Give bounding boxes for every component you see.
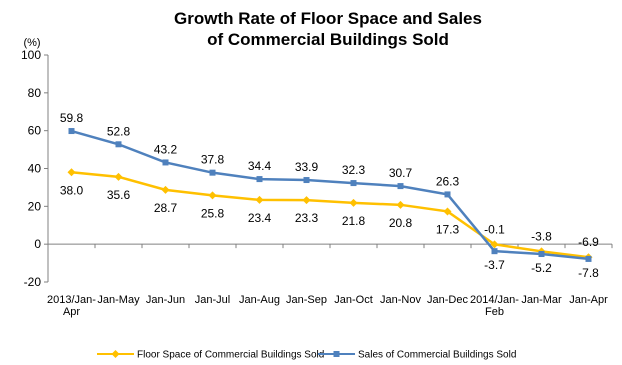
legend-label-0: Floor Space of Commercial Buildings Sold <box>137 350 324 361</box>
sales-data-label: 37.8 <box>201 153 225 167</box>
series-0-point <box>161 185 170 194</box>
floor-data-label: 23.3 <box>295 211 319 225</box>
sales-data-label: 59.8 <box>60 111 84 125</box>
sales-data-label: 34.4 <box>248 159 272 173</box>
series-1-point <box>397 183 404 190</box>
series-1-point <box>350 180 357 187</box>
floor-data-label: -0.1 <box>484 222 505 236</box>
series-0-point <box>443 207 452 216</box>
chart-title-line-1: Growth Rate of Floor Space and Sales <box>174 9 482 28</box>
series-0-point <box>396 200 405 209</box>
y-tick-label: 60 <box>28 124 42 138</box>
floor-data-label: 17.3 <box>436 222 460 236</box>
floor-data-label: -6.9 <box>578 235 599 249</box>
series-1-point <box>68 128 75 135</box>
x-category-label: 2014/Jan-Feb <box>470 294 519 318</box>
x-category-label: Jan-Jun <box>146 294 185 306</box>
legend-marker-1 <box>333 351 340 357</box>
series-1-point <box>209 169 216 176</box>
series-1-point <box>491 248 498 255</box>
x-category-label: Jan-Jul <box>195 294 230 306</box>
floor-data-label: -3.8 <box>531 229 552 243</box>
sales-data-label: 30.7 <box>389 166 413 180</box>
sales-data-label: 26.3 <box>436 174 460 188</box>
series-0-point <box>490 240 499 249</box>
series-1-point <box>444 191 451 198</box>
sales-data-label: 33.9 <box>295 160 319 174</box>
data-labels-group: 59.8 52.8 43.2 37.8 34.4 33.9 32.3 30.7 26.3 -3.7… <box>60 111 599 280</box>
sales-data-label: -3.7 <box>484 258 505 272</box>
series-0-point <box>255 195 264 204</box>
series-1-point <box>256 176 263 183</box>
y-tick-label: -20 <box>24 275 42 289</box>
series-0-point <box>208 191 217 200</box>
sales-data-label: 52.8 <box>107 124 131 138</box>
floor-data-label: 28.7 <box>154 201 178 215</box>
series-0-point <box>302 196 311 205</box>
y-axis-unit-label: (%) <box>23 37 40 49</box>
series-1-point <box>585 255 592 262</box>
series-line-1 <box>71 129 589 261</box>
series-lines-group <box>67 128 593 262</box>
x-category-label: Jan-Nov <box>380 294 421 306</box>
legend-marker-0 <box>111 350 120 358</box>
sales-data-label: 32.3 <box>342 163 366 177</box>
floor-data-label: 21.8 <box>342 214 366 228</box>
y-tick-label: 20 <box>28 199 42 213</box>
series-line-0 <box>71 171 589 259</box>
series-0-point <box>67 168 76 177</box>
series-0-point <box>349 198 358 207</box>
y-tick-label: 80 <box>28 86 42 100</box>
x-category-label: Jan-Mar <box>521 294 562 306</box>
sales-data-label: -7.8 <box>578 266 599 280</box>
floor-data-label: 23.4 <box>248 211 272 225</box>
sales-data-label: -5.2 <box>531 261 552 275</box>
series-1-point <box>303 177 310 184</box>
legend-label-1: Sales of Commercial Buildings Sold <box>358 350 516 361</box>
x-category-label: Jan-Sep <box>286 294 327 306</box>
x-category-label: Jan-May <box>97 294 140 306</box>
floor-data-label: 35.6 <box>107 188 131 202</box>
series-1-point <box>162 159 169 166</box>
chart-title-line-2: of Commercial Buildings Sold <box>207 30 449 49</box>
y-tick-label: 40 <box>28 162 42 176</box>
series-0-point <box>114 172 123 181</box>
floor-data-label: 25.8 <box>201 206 225 220</box>
y-tick-label: 100 <box>21 48 41 62</box>
y-tick-label: 0 <box>34 237 41 251</box>
series-1-point <box>115 141 122 148</box>
series-1-point <box>538 251 545 258</box>
x-category-label: Jan-Dec <box>427 294 468 306</box>
legend: Floor Space of Commercial Buildings Sold… <box>97 350 516 361</box>
x-category-label: Jan-Apr <box>569 294 608 306</box>
sales-data-label: 43.2 <box>154 142 178 156</box>
x-category-label: Jan-Oct <box>334 294 373 306</box>
floor-data-label: 38.0 <box>60 183 84 197</box>
x-category-label: 2013/Jan-Apr <box>47 294 96 318</box>
x-category-label: Jan-Aug <box>239 294 280 306</box>
floor-data-label: 20.8 <box>389 216 413 230</box>
